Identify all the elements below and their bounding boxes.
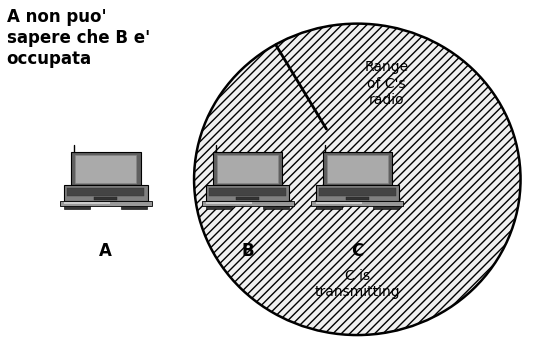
Bar <box>263 206 289 209</box>
Bar <box>319 188 395 196</box>
Bar <box>65 202 110 204</box>
Bar <box>345 197 369 199</box>
Bar <box>316 202 362 204</box>
Bar <box>213 152 282 185</box>
Bar <box>206 206 232 209</box>
Bar <box>71 152 140 185</box>
Ellipse shape <box>194 24 521 335</box>
Text: A non puo'
sapere che B e'
occupata: A non puo' sapere che B e' occupata <box>7 8 150 68</box>
Bar <box>122 206 147 209</box>
Bar <box>94 197 117 199</box>
Bar <box>65 206 90 209</box>
Text: Range
of C's
radio: Range of C's radio <box>365 60 409 107</box>
Bar <box>316 185 399 201</box>
Bar <box>202 201 294 206</box>
Text: C: C <box>351 242 364 260</box>
Text: C is
transmitting: C is transmitting <box>315 269 400 299</box>
Bar <box>60 201 152 206</box>
Bar <box>327 155 388 183</box>
Bar <box>67 188 144 196</box>
Bar <box>236 197 259 199</box>
Bar <box>75 155 136 183</box>
Text: A: A <box>100 242 112 260</box>
Bar <box>316 206 342 209</box>
Bar <box>64 185 147 201</box>
Bar <box>206 202 252 204</box>
Bar <box>322 152 392 185</box>
Bar <box>209 188 286 196</box>
Bar <box>373 206 399 209</box>
Bar <box>312 201 404 206</box>
Bar <box>217 155 278 183</box>
Bar <box>206 185 289 201</box>
Text: B: B <box>241 242 254 260</box>
